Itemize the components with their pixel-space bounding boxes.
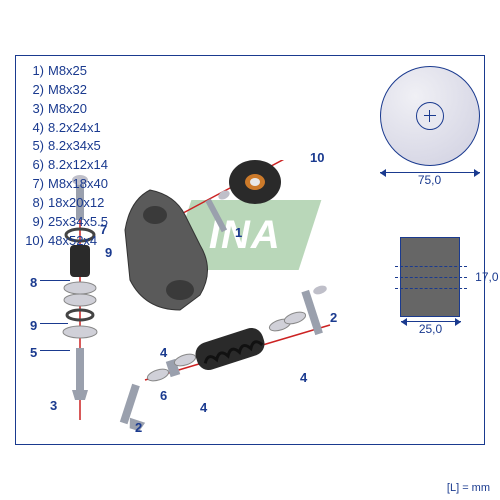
dim-width-label: 75,0	[377, 173, 482, 187]
front-view	[380, 66, 480, 166]
list-item: 9)25x34x5.5	[22, 213, 108, 232]
callout-10: 10	[310, 150, 324, 165]
callout-5: 5	[30, 345, 37, 360]
callout-4b: 4	[200, 400, 207, 415]
list-item: 8)18x20x12	[22, 194, 108, 213]
list-item: 3)M8x20	[22, 100, 108, 119]
list-item: 2)M8x32	[22, 81, 108, 100]
dim-height-label: 17,0	[475, 270, 498, 284]
list-item: 5)8.2x34x5	[22, 137, 108, 156]
leader-line	[40, 280, 70, 281]
list-item: 4)8.2x24x1	[22, 119, 108, 138]
callout-2a: 2	[135, 420, 142, 435]
callout-1: 1	[235, 225, 242, 240]
list-item: 6)8.2x12x14	[22, 156, 108, 175]
callout-2b: 2	[330, 310, 337, 325]
unit-note: [L] = mm	[447, 482, 490, 494]
dim-depth: 25,0	[401, 321, 461, 336]
dimension-panel: 75,0 17,0 25,0	[377, 58, 482, 317]
leader-line	[40, 350, 70, 351]
callout-4c: 4	[300, 370, 307, 385]
callout-3: 3	[50, 398, 57, 413]
callout-9a: 9	[105, 245, 112, 260]
callout-8: 8	[30, 275, 37, 290]
dim-width: 75,0	[377, 172, 482, 187]
leader-line	[40, 323, 68, 324]
center-mark-icon	[424, 110, 436, 122]
list-item: 10)48x52x4	[22, 232, 108, 251]
list-item: 7)M8x18x40	[22, 175, 108, 194]
side-view: 17,0 25,0	[400, 237, 460, 317]
callout-6: 6	[160, 388, 167, 403]
callout-7: 7	[100, 222, 107, 237]
callout-4a: 4	[160, 345, 167, 360]
callout-9b: 9	[30, 318, 37, 333]
dim-depth-label: 25,0	[419, 322, 442, 336]
list-item: 1)M8x25	[22, 62, 108, 81]
parts-list: 1)M8x25 2)M8x32 3)M8x20 4)8.2x24x1 5)8.2…	[22, 62, 108, 250]
